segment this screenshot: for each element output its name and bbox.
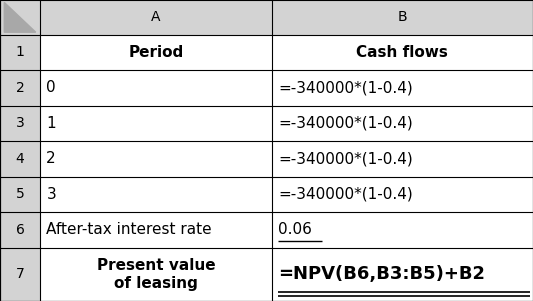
- Bar: [0, 212, 40, 248]
- Text: 2: 2: [15, 81, 25, 95]
- Bar: [40, 212, 272, 248]
- Text: B: B: [398, 10, 407, 24]
- Text: =NPV(B6,B3:B5)+B2: =NPV(B6,B3:B5)+B2: [278, 265, 485, 283]
- Bar: [40, 35, 272, 70]
- Text: 0.06: 0.06: [278, 222, 312, 237]
- Bar: [272, 212, 533, 248]
- Bar: [272, 248, 533, 301]
- Text: 7: 7: [15, 267, 25, 281]
- Text: Present value
of leasing: Present value of leasing: [96, 258, 215, 290]
- Text: A: A: [151, 10, 160, 24]
- Text: =-340000*(1-0.4): =-340000*(1-0.4): [278, 187, 413, 202]
- Text: =-340000*(1-0.4): =-340000*(1-0.4): [278, 80, 413, 95]
- Polygon shape: [4, 2, 36, 32]
- Text: 3: 3: [15, 116, 25, 130]
- Text: 1: 1: [15, 45, 25, 59]
- Bar: [0, 177, 40, 212]
- Text: 0: 0: [46, 80, 56, 95]
- Text: 3: 3: [46, 187, 56, 202]
- Text: 4: 4: [15, 152, 25, 166]
- Bar: [0, 106, 40, 141]
- Text: 2: 2: [46, 151, 56, 166]
- Bar: [40, 177, 272, 212]
- Bar: [272, 141, 533, 177]
- Bar: [272, 177, 533, 212]
- Text: Period: Period: [128, 45, 183, 60]
- Bar: [0, 0, 533, 35]
- Text: =-340000*(1-0.4): =-340000*(1-0.4): [278, 151, 413, 166]
- Bar: [0, 70, 40, 106]
- Text: =-340000*(1-0.4): =-340000*(1-0.4): [278, 116, 413, 131]
- Bar: [40, 70, 272, 106]
- Text: 1: 1: [46, 116, 56, 131]
- Bar: [40, 248, 272, 301]
- Bar: [0, 141, 40, 177]
- Bar: [272, 70, 533, 106]
- Text: 5: 5: [15, 188, 25, 201]
- Text: After-tax interest rate: After-tax interest rate: [46, 222, 212, 237]
- Bar: [0, 248, 40, 301]
- Text: Cash flows: Cash flows: [357, 45, 448, 60]
- Bar: [0, 35, 40, 70]
- Text: 6: 6: [15, 223, 25, 237]
- Bar: [40, 106, 272, 141]
- Bar: [272, 106, 533, 141]
- Bar: [40, 141, 272, 177]
- Bar: [272, 35, 533, 70]
